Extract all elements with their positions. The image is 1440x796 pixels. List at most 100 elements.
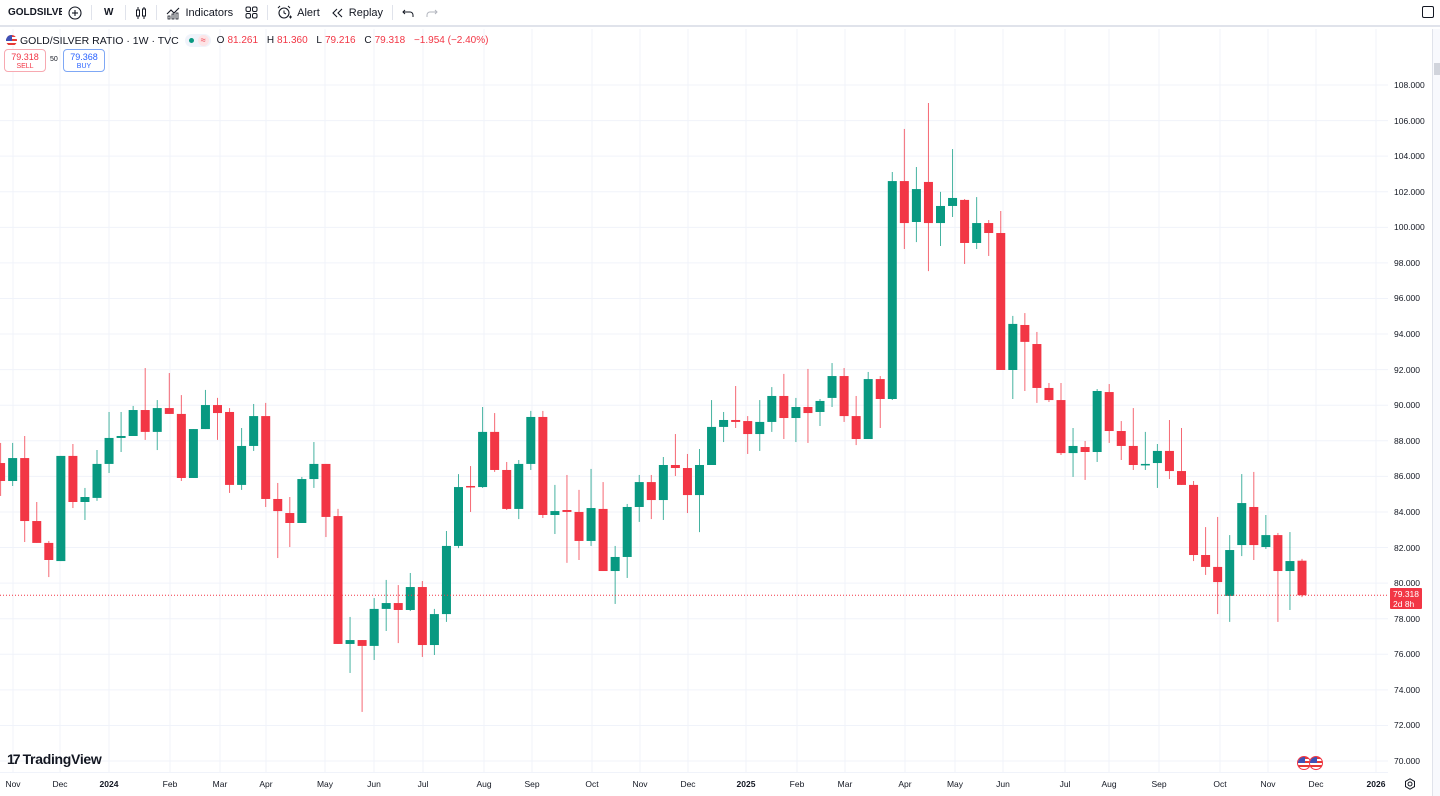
symbol-title[interactable]: GOLD/SILVER RATIO · 1W · TVC	[20, 34, 179, 47]
close-value: 79.318	[374, 35, 406, 46]
candle	[249, 403, 259, 451]
candlestick-chart[interactable]	[0, 29, 1388, 772]
candle	[309, 442, 319, 488]
fullscreen-button[interactable]	[1422, 6, 1434, 18]
time-tick-label: Jul	[1059, 779, 1071, 789]
candle	[779, 373, 789, 440]
candle	[1044, 382, 1054, 403]
price-tick-label: 82.000	[1394, 542, 1420, 553]
time-tick-label: Nov	[632, 779, 648, 789]
sell-label: SELL	[16, 63, 34, 70]
price-tick-label: 70.000	[1394, 756, 1420, 767]
candle	[1104, 384, 1114, 443]
candle	[357, 640, 367, 712]
candle	[1116, 421, 1126, 461]
price-tick-label: 104.000	[1394, 151, 1425, 162]
alert-label: Alert	[297, 6, 320, 19]
candle	[200, 389, 210, 430]
candle	[1249, 471, 1259, 560]
candle	[658, 456, 668, 520]
sell-button[interactable]: 79.318 SELL	[4, 49, 46, 72]
candle	[164, 373, 174, 414]
time-tick-label: Nov	[5, 779, 21, 789]
price-tick-label: 102.000	[1394, 186, 1425, 197]
price-scale-scrollbar[interactable]	[1432, 29, 1440, 796]
indicators-button[interactable]: Indicators	[160, 0, 239, 26]
time-tick-label: Feb	[789, 779, 805, 789]
candle	[767, 387, 777, 432]
candle	[574, 489, 584, 560]
candle	[478, 406, 488, 488]
plus-circle-icon	[68, 5, 82, 20]
spread-value: 50	[50, 56, 58, 63]
candle	[851, 395, 861, 446]
time-tick-label: Jul	[417, 779, 429, 789]
alarm-clock-icon	[277, 5, 293, 19]
alert-button[interactable]: Alert	[271, 0, 326, 26]
buy-button[interactable]: 79.368 BUY	[63, 49, 105, 72]
price-tick-label: 72.000	[1394, 720, 1420, 731]
replay-button[interactable]: Replay	[326, 0, 389, 26]
candle	[225, 408, 235, 493]
templates-button[interactable]	[239, 0, 264, 26]
scrollbar-thumb[interactable]	[1434, 63, 1440, 75]
chart-pane[interactable]	[0, 29, 1388, 772]
candle	[333, 508, 343, 644]
candle	[417, 580, 427, 657]
candle	[1080, 440, 1090, 480]
interval-button[interactable]: W	[95, 0, 122, 26]
candle	[381, 579, 391, 631]
redo-button[interactable]	[420, 0, 444, 26]
market-status[interactable]: ≈	[184, 34, 211, 47]
candle	[502, 461, 512, 511]
candle	[490, 413, 500, 472]
symbol-search-button[interactable]: GOLDSILVER	[0, 0, 62, 26]
time-tick-label: Aug	[1101, 779, 1117, 789]
time-tick-label: Dec	[52, 779, 68, 789]
economic-event-flag-icon[interactable]	[1309, 756, 1323, 770]
open-value: 81.261	[227, 35, 259, 46]
price-tick-label: 94.000	[1394, 329, 1420, 340]
market-closed-icon: ≈	[197, 35, 209, 46]
candle	[32, 501, 42, 543]
candle	[441, 530, 451, 622]
time-tick-label: May	[946, 779, 964, 789]
compare-symbol-button[interactable]	[62, 0, 88, 26]
undo-button[interactable]	[396, 0, 420, 26]
open-key: O	[216, 35, 225, 46]
chart-type-button[interactable]	[129, 0, 153, 26]
candle	[803, 368, 813, 443]
candle	[550, 484, 560, 535]
replay-label: Replay	[348, 6, 384, 19]
time-tick-label: Jun	[996, 779, 1010, 789]
gear-icon[interactable]	[1404, 778, 1416, 790]
price-axis[interactable]: USD ⌄	[1388, 29, 1432, 772]
low-value: 79.216	[324, 35, 356, 46]
candle	[839, 368, 849, 422]
candle	[514, 460, 524, 520]
candle	[321, 463, 331, 538]
time-tick-label: 2025	[736, 779, 756, 789]
time-tick-label: Aug	[476, 779, 492, 789]
toolbar-divider	[392, 5, 394, 20]
candle	[1152, 444, 1162, 488]
time-axis[interactable]: Nov Dec 2024 Feb Mar Apr May Jun Jul Aug Sep Oct Nov…	[0, 772, 1388, 796]
candle	[429, 608, 439, 655]
candle	[682, 453, 692, 514]
candle	[743, 416, 753, 454]
price-tick-label: 84.000	[1394, 506, 1420, 517]
time-tick-label: Apr	[898, 779, 912, 789]
candle	[176, 395, 186, 482]
tradingview-logo[interactable]: 17 TradingView	[7, 751, 102, 767]
candle	[92, 450, 102, 501]
toolbar-divider	[267, 5, 269, 20]
logo-text: TradingView	[22, 751, 102, 767]
candle	[405, 572, 415, 612]
price-tick-label: 100.000	[1394, 222, 1425, 233]
candle	[598, 482, 608, 572]
candle	[454, 474, 463, 549]
candle	[285, 497, 295, 548]
candle	[899, 128, 909, 250]
candle	[80, 487, 90, 520]
candle	[116, 411, 126, 453]
